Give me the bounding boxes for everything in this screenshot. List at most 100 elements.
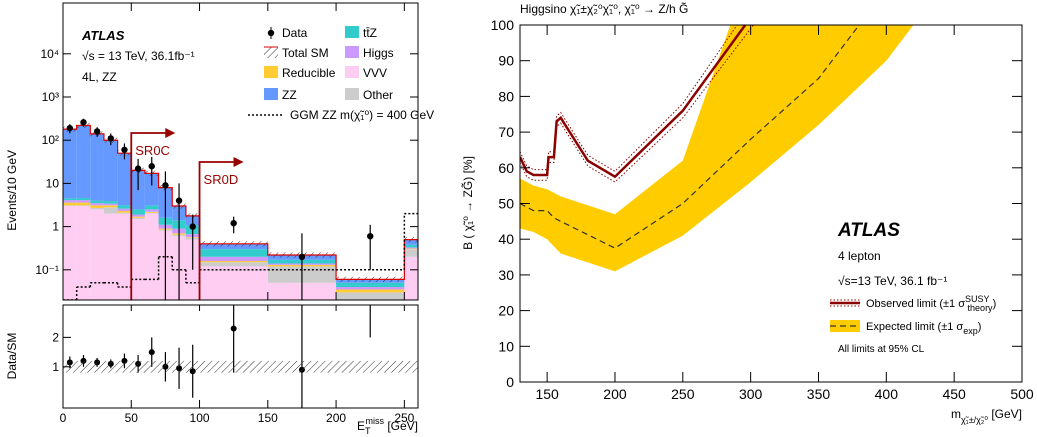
- y-tick-label: 80: [498, 88, 514, 104]
- annotation: 4 lepton: [838, 249, 881, 263]
- stack-bar: [404, 247, 418, 249]
- stack-bar: [199, 256, 268, 261]
- y-tick-label: 0: [506, 374, 514, 390]
- y-tick-label: 10⁻¹: [35, 263, 59, 277]
- annotation: √s=13 TeV, 36.1 fb⁻¹: [838, 274, 947, 288]
- legend-label: Observed limit (±1 σSUSY theory): [866, 294, 996, 313]
- stack-bar: [117, 153, 132, 206]
- x-tick-label: 250: [671, 386, 695, 402]
- data-point: [175, 197, 183, 204]
- stack-bar: [103, 201, 118, 204]
- legend-marker: [345, 66, 359, 78]
- stack-bar: [131, 209, 145, 215]
- stack-bar: [199, 262, 268, 267]
- data-point: [367, 232, 374, 240]
- stack-bar: [90, 207, 104, 210]
- limit-plot-area: [520, 25, 914, 272]
- x-tick-label: 150: [535, 386, 559, 402]
- y-tick-label: 1: [52, 220, 59, 234]
- stack-bar: [144, 173, 159, 206]
- data-point: [107, 135, 114, 142]
- y-tick-label: 10⁴: [40, 47, 59, 61]
- x-tick-label: 50: [125, 411, 139, 425]
- stack-bar: [144, 213, 159, 300]
- stack-bar: [63, 129, 77, 199]
- stack-bar: [117, 205, 132, 209]
- atlas-label: ATLAS: [837, 220, 900, 241]
- ratio-y-label: Data/SM: [5, 333, 19, 380]
- y-axis-label: B ( χ̃₁⁰ → ZG̃) [%]: [460, 156, 475, 250]
- arrow-head: [165, 128, 176, 138]
- stack-bar: [76, 202, 91, 206]
- data-point: [189, 223, 196, 230]
- legend-label: Reducible: [282, 66, 336, 80]
- data-point: [148, 163, 155, 170]
- region-label: SR0D: [204, 172, 239, 187]
- annotation: 4L, ZZ: [82, 70, 117, 84]
- stack-bar: [103, 213, 118, 300]
- label-sup: miss: [365, 416, 384, 426]
- stack-bar: [144, 209, 159, 212]
- stack-bar: [90, 209, 104, 300]
- main-frame: [62, 2, 419, 301]
- stack-bar: [199, 266, 268, 300]
- y-tick-label: 10²: [42, 133, 59, 147]
- x-axis-label: ETmiss [GeV]: [357, 416, 418, 436]
- stack-bar: [63, 205, 77, 206]
- stack-bar: [131, 218, 145, 300]
- stack-bar: [404, 249, 418, 257]
- ratio-y-tick-label: 1: [52, 360, 59, 374]
- y-tick-label: 100: [491, 17, 515, 33]
- legend-marker: [264, 66, 278, 78]
- stack-bar: [131, 217, 145, 219]
- stack-bar: [404, 248, 418, 250]
- data-point: [80, 119, 87, 126]
- expected-line: [520, 25, 860, 249]
- y-tick-label: 60: [498, 160, 514, 176]
- data-point: [230, 219, 237, 227]
- stack-bar: [76, 205, 91, 206]
- legend-marker: [345, 46, 359, 58]
- data-point: [93, 128, 101, 135]
- stack-bar: [63, 205, 77, 300]
- stack-bar: [199, 243, 268, 250]
- legend-marker: [345, 88, 359, 100]
- x-tick-label: 500: [1010, 386, 1034, 402]
- stack-bar: [336, 292, 405, 300]
- stack-bar: [76, 197, 91, 201]
- x-tick-label: 300: [739, 386, 763, 402]
- x-tick-label: 250: [394, 411, 414, 425]
- legend-label: Other: [363, 88, 393, 102]
- main-plot-area: [63, 118, 418, 300]
- stack-bar: [336, 286, 405, 290]
- y-tick-label: 20: [498, 303, 514, 319]
- stack-bar: [117, 210, 132, 213]
- legend-label: GGM ZZ m(χ̃₁⁰) = 400 GeV: [290, 108, 434, 122]
- y-tick-label: 30: [498, 267, 514, 283]
- legend-label: Data: [282, 26, 308, 40]
- legend-label: VVV: [363, 66, 387, 80]
- legend-marker: [264, 47, 278, 58]
- stack-bar: [103, 207, 118, 214]
- label-part: [GeV]: [988, 407, 1022, 421]
- stack-bar: [336, 282, 405, 287]
- ratio-point: [230, 325, 237, 332]
- data-point: [134, 165, 142, 172]
- legend-label: tt̄Z: [363, 26, 377, 40]
- x-tick-label: 400: [875, 386, 899, 402]
- legend-sup: SUSY: [965, 294, 990, 304]
- stack-bar: [117, 208, 132, 211]
- legend-sub: theory: [968, 303, 994, 313]
- x-tick-label: 200: [603, 386, 627, 402]
- y-tick-label: 10³: [42, 90, 59, 104]
- limit-frame: [519, 24, 1023, 383]
- legend-part: ): [978, 321, 982, 333]
- stack-bar: [63, 202, 77, 206]
- y-tick-label: 10: [46, 176, 60, 190]
- stack-bar: [131, 216, 145, 218]
- stack-bar: [131, 214, 145, 217]
- x-tick-label: 450: [942, 386, 966, 402]
- y-axis-label: Events/10 GeV: [5, 150, 19, 231]
- x-tick-label: 150: [258, 411, 278, 425]
- y-tick-label: 50: [498, 196, 514, 212]
